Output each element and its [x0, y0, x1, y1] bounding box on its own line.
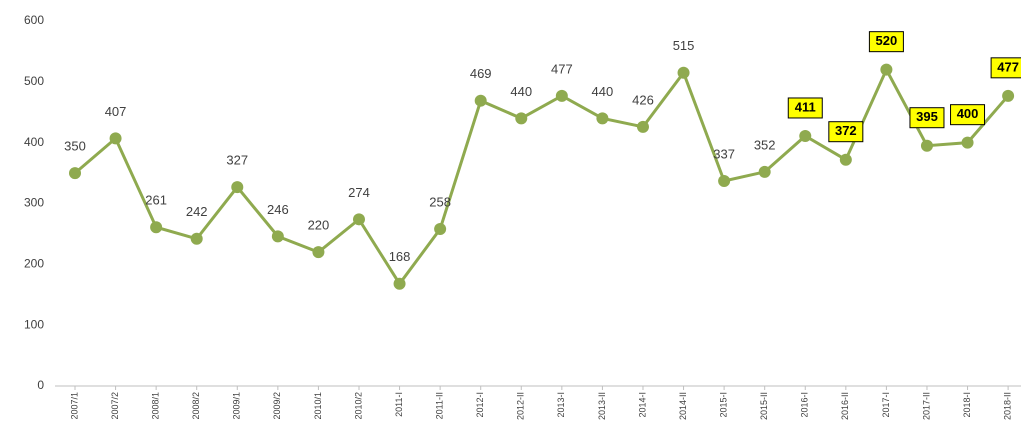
y-tick-label: 100: [24, 317, 44, 331]
data-label-box: 400: [950, 104, 986, 126]
data-label: 477: [997, 59, 1019, 74]
x-tick-label: 2015-I: [718, 392, 728, 418]
marker: [150, 221, 163, 234]
x-tick-label: 2009/1: [232, 392, 242, 420]
data-label: 520: [876, 33, 898, 48]
x-tick-label: 2017-I: [881, 392, 891, 418]
y-tick-label: 600: [24, 13, 44, 27]
data-label: 258: [429, 194, 451, 209]
data-label: 477: [551, 61, 573, 76]
marker: [109, 132, 122, 145]
marker: [839, 153, 852, 166]
x-tick-label: 2013-I: [556, 392, 566, 418]
x-tick-label: 2011-I: [394, 392, 404, 417]
data-label: 350: [64, 139, 86, 154]
data-label: 352: [754, 137, 776, 152]
x-tick-label: 2007/2: [110, 392, 120, 420]
marker: [393, 277, 406, 290]
data-label: 274: [348, 185, 370, 200]
marker: [920, 139, 933, 152]
data-label-box: 395: [909, 107, 945, 129]
y-tick-label: 0: [37, 378, 44, 392]
marker: [515, 112, 528, 125]
marker: [434, 223, 447, 236]
y-tick-label: 400: [24, 135, 44, 149]
label-box: [868, 31, 904, 53]
x-tick-label: 2018-II: [1002, 392, 1012, 420]
data-label: 242: [186, 204, 208, 219]
data-label: 407: [105, 104, 127, 119]
marker: [1002, 89, 1015, 102]
data-label: 395: [916, 109, 938, 124]
y-tick-label: 300: [24, 196, 44, 210]
y-tick-label: 500: [24, 74, 44, 88]
data-label: 426: [632, 92, 654, 107]
data-label: 261: [145, 193, 167, 208]
data-label-box: 372: [828, 121, 864, 143]
x-tick-label: 2017-II: [921, 392, 931, 420]
marker: [880, 63, 893, 76]
x-tick-label: 2015-II: [759, 392, 769, 420]
y-tick-label: 200: [24, 257, 44, 271]
label-box: [990, 57, 1021, 79]
x-tick-label: 2016-I: [800, 392, 810, 418]
x-tick-label: 2011-II: [435, 392, 445, 419]
marker: [69, 167, 81, 180]
x-tick-label: 2008/1: [151, 392, 161, 420]
data-label: 337: [713, 146, 735, 161]
marker: [758, 165, 771, 178]
data-label: 469: [470, 66, 492, 81]
x-tick-label: 2018-I: [962, 392, 972, 418]
marker: [799, 129, 812, 142]
data-label-box: 411: [787, 97, 823, 119]
x-tick-label: 2008/2: [191, 392, 201, 420]
x-tick-label: 2013-II: [597, 392, 607, 420]
data-label: 372: [835, 123, 857, 138]
data-label-box: 520: [868, 31, 904, 53]
marker: [312, 246, 325, 259]
marker: [596, 112, 609, 125]
x-tick-label: 2007/1: [69, 392, 79, 420]
label-box: [787, 97, 823, 119]
data-label: 411: [795, 99, 816, 114]
marker: [271, 230, 284, 243]
marker: [555, 89, 568, 102]
marker: [474, 94, 487, 107]
data-label: 440: [592, 84, 614, 99]
x-tick-label: 2014-II: [678, 392, 688, 420]
label-box: [950, 104, 986, 126]
x-tick-label: 2012-I: [475, 392, 485, 418]
label-box: [909, 107, 945, 129]
x-tick-label: 2016-II: [840, 392, 850, 420]
marker: [190, 232, 203, 245]
data-label-box: 477: [990, 57, 1021, 79]
marker: [718, 174, 731, 187]
marker: [961, 136, 974, 149]
data-label: 168: [389, 249, 411, 264]
label-box: [828, 121, 864, 143]
marker: [231, 181, 244, 194]
line: [74, 66, 1010, 287]
data-label: 515: [673, 38, 695, 53]
x-tick-label: 2010/2: [353, 392, 363, 420]
x-tick-label: 2012-II: [516, 392, 526, 420]
data-label: 327: [226, 153, 248, 168]
data-label: 440: [510, 84, 532, 99]
marker: [352, 213, 365, 226]
x-tick-label: 2010/1: [313, 392, 323, 420]
marker: [636, 120, 649, 133]
data-label: 246: [267, 202, 289, 217]
data-label: 400: [957, 106, 979, 121]
marker: [677, 66, 690, 79]
x-tick-label: 2009/2: [272, 392, 282, 420]
data-label: 220: [308, 218, 330, 233]
x-tick-label: 2014-I: [637, 392, 647, 418]
